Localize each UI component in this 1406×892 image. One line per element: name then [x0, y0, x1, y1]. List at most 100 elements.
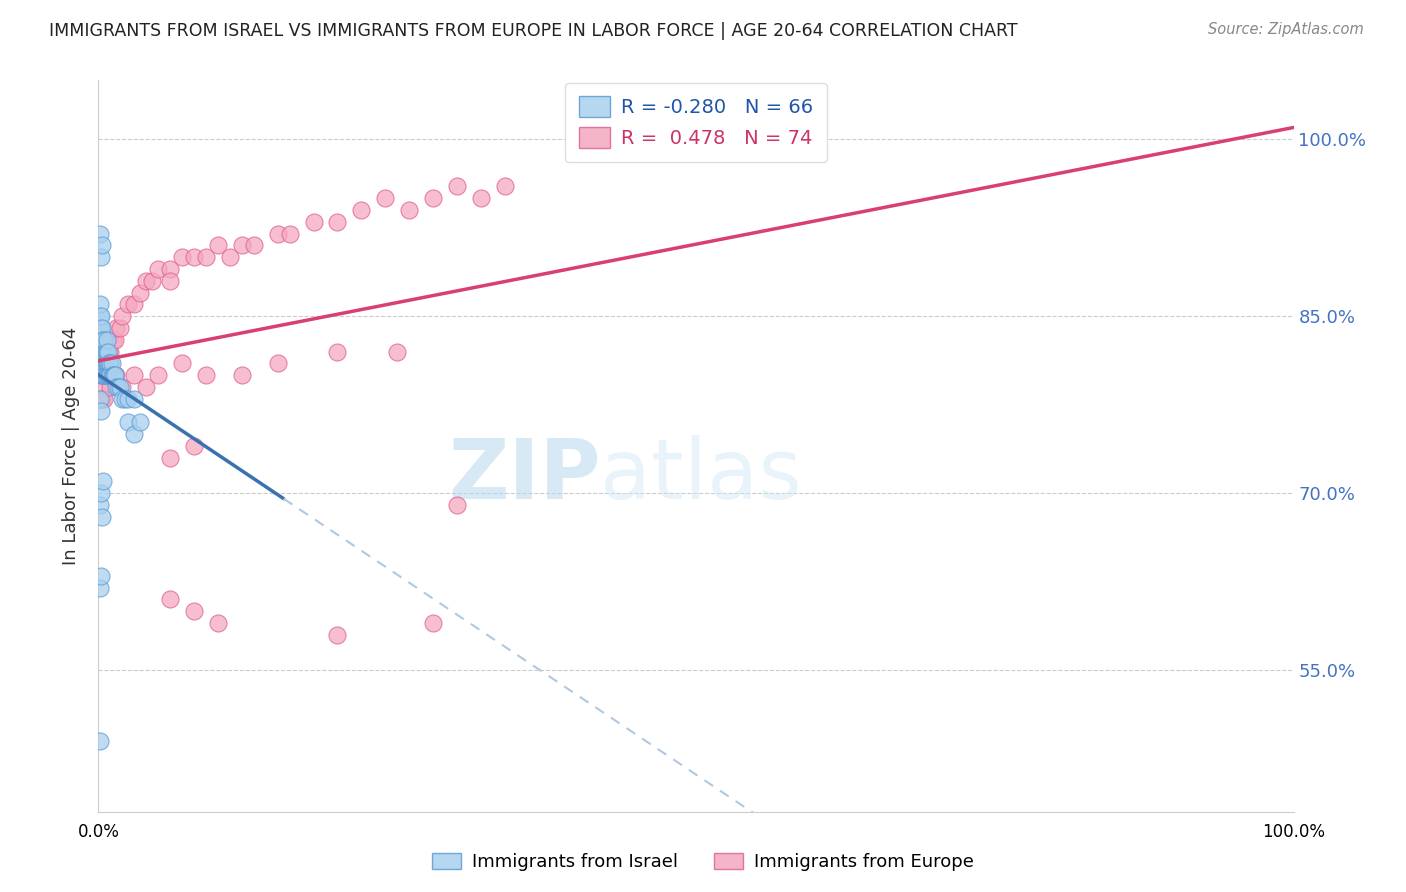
Point [91, 333, 114, 347]
Point [90, 486, 112, 500]
Point [231, 368, 253, 383]
Point [89, 321, 111, 335]
Point [124, 368, 146, 383]
Point [94, 368, 117, 383]
Point [207, 238, 229, 252]
Point [90, 403, 112, 417]
Point [470, 191, 492, 205]
Point [98, 344, 121, 359]
Point [90, 321, 112, 335]
Point [326, 215, 349, 229]
Point [422, 191, 444, 205]
Point [91, 344, 114, 359]
Point [159, 274, 181, 288]
Point [97, 344, 120, 359]
Point [172, 356, 194, 370]
Point [90, 250, 112, 264]
Point [93, 344, 115, 359]
Point [103, 368, 125, 383]
Point [107, 380, 129, 394]
Point [91, 333, 114, 347]
Point [89, 227, 111, 241]
Point [98, 356, 121, 370]
Point [89, 321, 111, 335]
Point [195, 368, 218, 383]
Point [104, 333, 127, 347]
Point [117, 392, 139, 406]
Point [89, 734, 111, 748]
Point [422, 615, 444, 630]
Point [183, 250, 205, 264]
Point [89, 344, 111, 359]
Point [90, 356, 112, 370]
Point [124, 297, 146, 311]
Point [398, 202, 420, 217]
Point [89, 392, 111, 406]
Point [94, 344, 117, 359]
Point [89, 344, 111, 359]
Point [148, 262, 170, 277]
Point [91, 356, 114, 370]
Point [98, 356, 122, 370]
Point [98, 344, 122, 359]
Point [94, 344, 117, 359]
Point [446, 179, 468, 194]
Point [91, 356, 114, 370]
Point [105, 321, 128, 335]
Point [89, 310, 111, 324]
Point [94, 356, 117, 370]
Point [114, 392, 136, 406]
Point [98, 368, 121, 383]
Point [494, 179, 516, 194]
Point [96, 333, 118, 347]
Point [141, 274, 163, 288]
Text: IMMIGRANTS FROM ISRAEL VS IMMIGRANTS FROM EUROPE IN LABOR FORCE | AGE 20-64 CORR: IMMIGRANTS FROM ISRAEL VS IMMIGRANTS FRO… [49, 22, 1018, 40]
Point [89, 498, 111, 512]
Point [231, 238, 253, 252]
Point [117, 297, 139, 311]
Point [91, 356, 114, 370]
Point [89, 297, 111, 311]
Point [135, 274, 157, 288]
Point [91, 344, 114, 359]
Point [89, 356, 111, 370]
Point [89, 368, 111, 383]
Point [104, 368, 127, 383]
Point [93, 356, 115, 370]
Point [385, 344, 409, 359]
Point [278, 227, 301, 241]
Legend: Immigrants from Israel, Immigrants from Europe: Immigrants from Israel, Immigrants from … [425, 846, 981, 879]
Point [93, 368, 115, 383]
Point [91, 475, 114, 489]
Point [91, 368, 114, 383]
Point [93, 333, 115, 347]
Point [117, 416, 139, 430]
Point [101, 368, 124, 383]
Point [91, 356, 114, 370]
Point [101, 333, 124, 347]
Point [108, 380, 131, 394]
Point [195, 250, 218, 264]
Point [159, 262, 181, 277]
Point [446, 498, 468, 512]
Point [267, 356, 290, 370]
Text: atlas: atlas [600, 434, 801, 516]
Point [129, 416, 152, 430]
Point [159, 592, 181, 607]
Point [124, 427, 146, 442]
Point [90, 368, 112, 383]
Text: Source: ZipAtlas.com: Source: ZipAtlas.com [1208, 22, 1364, 37]
Point [129, 285, 152, 300]
Point [90, 310, 112, 324]
Point [98, 368, 122, 383]
Point [105, 368, 128, 383]
Point [96, 356, 118, 370]
Point [243, 238, 266, 252]
Point [91, 368, 114, 383]
Point [89, 333, 111, 347]
Point [93, 356, 115, 370]
Point [96, 344, 118, 359]
Point [97, 368, 120, 383]
Point [97, 356, 120, 370]
Point [90, 568, 112, 582]
